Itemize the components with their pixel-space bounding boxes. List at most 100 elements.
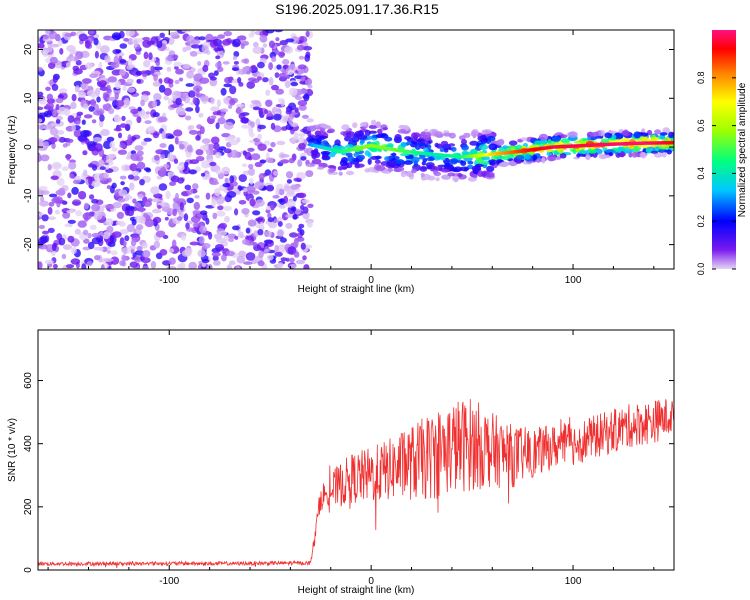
heatmap-cell	[581, 149, 586, 155]
heatmap-cell	[461, 144, 469, 151]
heatmap-cell	[274, 244, 279, 253]
heatmap-cell	[119, 142, 126, 149]
heatmap-cell	[222, 39, 232, 46]
heatmap-cell	[224, 216, 230, 223]
heatmap-cell	[126, 78, 134, 84]
heatmap-cell	[54, 209, 60, 215]
heatmap-cell	[461, 150, 469, 156]
heatmap-cell	[188, 125, 195, 130]
figure-title: S196.2025.091.17.36.R15	[275, 1, 439, 17]
heatmap-cell	[70, 258, 81, 265]
heatmap-cell	[48, 193, 58, 198]
heatmap-cell	[411, 132, 418, 140]
heatmap-cell	[285, 171, 294, 179]
heatmap-cell	[276, 244, 287, 253]
heatmap-cell	[177, 263, 184, 269]
heatmap-cell	[71, 93, 77, 102]
heatmap-cell	[241, 208, 250, 215]
heatmap-cell	[223, 234, 229, 242]
heatmap-cell	[82, 212, 92, 220]
heatmap-cell	[451, 146, 457, 152]
heatmap-cell	[640, 151, 647, 159]
y-tick-label: 0	[23, 567, 34, 573]
heatmap-cell	[584, 155, 591, 160]
heatmap-cell	[298, 55, 305, 60]
heatmap-cell	[284, 80, 291, 88]
heatmap-cell	[251, 79, 260, 83]
heatmap-cell	[119, 175, 127, 180]
heatmap-cell	[420, 131, 426, 137]
heatmap-cell	[308, 138, 319, 141]
heatmap-cell	[277, 98, 284, 103]
heatmap-cell	[285, 222, 293, 229]
heatmap-cell	[485, 171, 495, 178]
heatmap-cell	[434, 131, 444, 138]
heatmap-cell	[192, 183, 199, 190]
heatmap-cell	[292, 195, 297, 202]
heatmap-cell	[300, 76, 306, 82]
heatmap-cell	[233, 51, 240, 58]
heatmap-cell	[250, 30, 255, 36]
heatmap-cell	[403, 160, 413, 165]
heatmap-cell	[235, 190, 241, 195]
heatmap-cell	[515, 144, 522, 150]
heatmap-cell	[214, 188, 221, 197]
colorbar-tick-label: 0.6	[696, 119, 706, 132]
heatmap-cell	[136, 116, 142, 124]
heatmap-cell	[127, 58, 133, 66]
heatmap-cell	[98, 61, 103, 70]
heatmap-cell	[194, 194, 200, 199]
heatmap-cell	[150, 261, 157, 269]
heatmap-cell	[297, 192, 307, 199]
heatmap-cell	[166, 265, 177, 269]
heatmap-cell	[213, 233, 222, 240]
heatmap-cell	[62, 244, 72, 250]
heatmap-cell	[93, 37, 99, 46]
heatmap-cell	[102, 104, 108, 111]
heatmap-cell	[119, 59, 127, 64]
heatmap-cell	[145, 168, 152, 173]
heatmap-cell	[247, 147, 255, 152]
heatmap-cell	[167, 135, 175, 139]
heatmap-cell	[498, 162, 509, 167]
heatmap-cell	[73, 68, 83, 75]
heatmap-cell	[103, 140, 112, 150]
heatmap-cell	[270, 204, 275, 209]
heatmap-cell	[306, 118, 314, 123]
heatmap-cell	[306, 221, 313, 228]
heatmap-cell	[67, 192, 72, 199]
heatmap-cell	[195, 166, 201, 173]
heatmap-cell	[201, 160, 210, 169]
heatmap-cell	[192, 96, 197, 105]
heatmap-cell	[133, 39, 138, 48]
heatmap-cell	[321, 140, 328, 145]
heatmap-cell	[57, 39, 63, 47]
heatmap-cell	[147, 198, 153, 203]
heatmap-cell	[58, 136, 66, 143]
heatmap-cell	[262, 43, 268, 48]
heatmap-cell	[87, 241, 95, 250]
heatmap-cell	[620, 151, 625, 158]
colorbar-tick-label: 0.4	[696, 167, 706, 180]
heatmap-cell	[201, 138, 211, 144]
heatmap-cell	[243, 58, 250, 64]
heatmap-cell	[236, 35, 247, 41]
heatmap-cell	[140, 70, 149, 75]
heatmap-cell	[217, 44, 224, 51]
heatmap-cell	[145, 111, 151, 115]
heatmap-cell	[150, 186, 160, 195]
y-tick-label: -10	[23, 188, 34, 203]
heatmap-cell	[205, 217, 210, 225]
heatmap-cell	[296, 44, 305, 51]
heatmap-cell	[265, 157, 274, 163]
heatmap-cell	[94, 255, 101, 261]
heatmap-cell	[477, 170, 484, 178]
heatmap-cell	[128, 245, 136, 250]
heatmap-cell	[193, 201, 200, 211]
heatmap-cell	[552, 136, 561, 142]
heatmap-cell	[38, 97, 47, 105]
heatmap-cell	[368, 130, 377, 134]
heatmap-cell	[295, 95, 302, 101]
heatmap-cell	[242, 66, 246, 75]
heatmap-cell	[287, 246, 297, 255]
